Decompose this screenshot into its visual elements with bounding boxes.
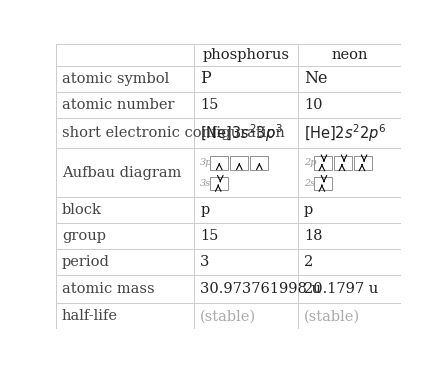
Text: 2: 2 <box>304 255 313 269</box>
Bar <box>314 176 332 190</box>
Text: 2s: 2s <box>304 179 315 188</box>
Text: 3: 3 <box>200 255 210 269</box>
Text: (stable): (stable) <box>304 309 360 323</box>
Bar <box>210 176 228 190</box>
Bar <box>250 156 268 170</box>
Text: (stable): (stable) <box>200 309 256 323</box>
Text: $\mathregular{[Ne]}3\mathit{s}^{2}3\mathit{p}^{3}$: $\mathregular{[Ne]}3\mathit{s}^{2}3\math… <box>200 122 283 144</box>
Text: period: period <box>62 255 110 269</box>
Text: short electronic configuration: short electronic configuration <box>62 126 285 140</box>
Bar <box>334 156 352 170</box>
Text: atomic symbol: atomic symbol <box>62 72 169 86</box>
Text: Aufbau diagram: Aufbau diagram <box>62 166 182 179</box>
Text: neon: neon <box>331 48 368 62</box>
Text: Ne: Ne <box>304 70 327 87</box>
Text: atomic mass: atomic mass <box>62 282 155 296</box>
Text: 20.1797 u: 20.1797 u <box>304 282 378 296</box>
Text: phosphorus: phosphorus <box>202 48 289 62</box>
Text: 10: 10 <box>304 98 322 112</box>
Text: 15: 15 <box>200 98 219 112</box>
Bar <box>314 156 332 170</box>
Text: 15: 15 <box>200 229 219 243</box>
Text: group: group <box>62 229 106 243</box>
Text: half-life: half-life <box>62 309 118 323</box>
Bar <box>230 156 248 170</box>
Text: 3s: 3s <box>200 179 211 188</box>
Text: P: P <box>200 70 211 87</box>
Text: 2p: 2p <box>304 158 316 167</box>
Text: atomic number: atomic number <box>62 98 174 112</box>
Text: p: p <box>304 203 313 217</box>
Bar <box>210 156 228 170</box>
Text: p: p <box>200 203 210 217</box>
Text: $\mathregular{[He]}2\mathit{s}^{2}2\mathit{p}^{6}$: $\mathregular{[He]}2\mathit{s}^{2}2\math… <box>304 122 387 144</box>
Text: 30.973761998 u: 30.973761998 u <box>200 282 321 296</box>
Bar <box>354 156 372 170</box>
Text: 3p: 3p <box>200 158 213 167</box>
Text: 18: 18 <box>304 229 322 243</box>
Text: block: block <box>62 203 102 217</box>
